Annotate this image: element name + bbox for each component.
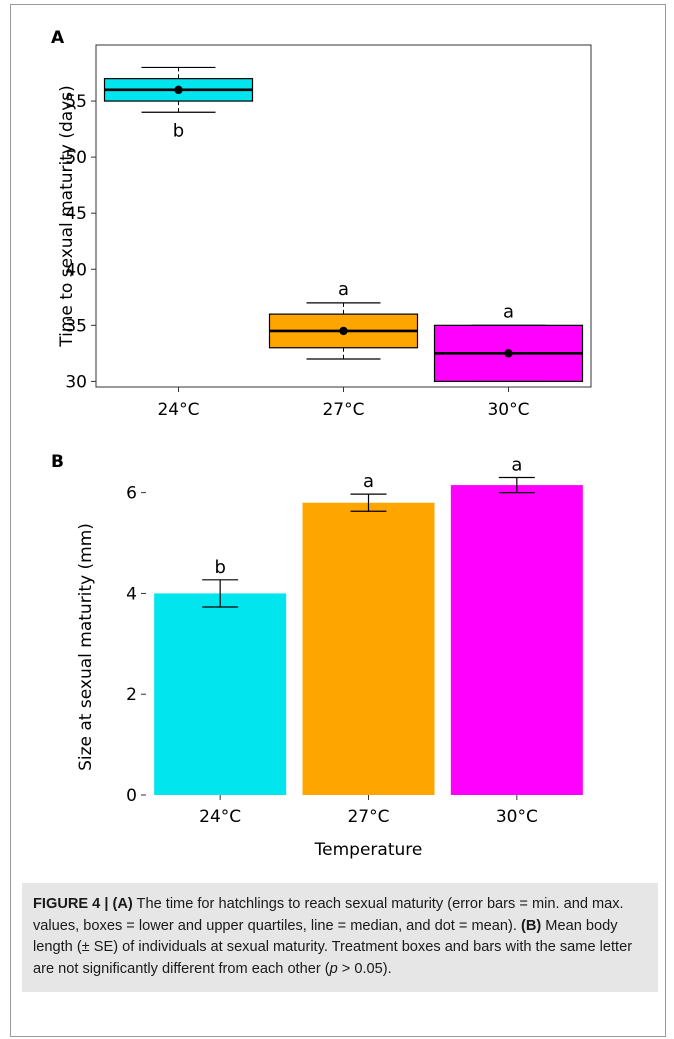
panel-a-y-tick-label: 50 [65,148,87,168]
panel-b-x-tick-label: 24°C [199,807,241,827]
panel-b-x-tick-label: 27°C [347,807,389,827]
caption-part-b-text-1: Mean body length (± SE) of individuals a… [33,917,633,977]
panel-a-letter: A [51,28,65,48]
panel-b-y-tick-label: 4 [126,584,137,604]
caption-part-a-text: The time for hatchlings to reach sexual … [33,896,624,934]
panel-a-significance-letter: b [173,120,184,141]
panel-b-y-tick-label: 2 [126,685,137,705]
panel-b-y-tick-label: 6 [126,484,137,504]
panel-a-mean-dot [504,349,513,358]
panel-b-y-axis-title: Size at sexual maturity (mm) [76,523,96,771]
caption-part-b-tag: (B) [520,917,542,934]
panel-a-y-tick-label: 55 [65,92,87,112]
caption-part-a-tag: (A) [112,896,133,912]
panel-a-mean-dot [174,85,183,95]
panel-b-x-tick-label: 30°C [496,807,538,827]
panel-a-y-tick-label: 30 [65,372,87,392]
panel-a-y-tick-label: 45 [65,204,87,224]
panel-a-y-tick-label: 35 [65,316,87,336]
panel-a-y-axis-title: Time to sexual maturity (days) [57,85,77,348]
panel-a-x-tick-label: 24°C [157,400,199,420]
panel-a-x-tick-label: 27°C [322,400,364,420]
panel-b-bar [450,485,583,795]
panel-b-significance-letter: a [363,471,374,492]
panel-b-x-axis-title: Temperature [314,840,423,860]
figure-caption: FIGURE 4 | (A) The time for hatchlings t… [22,883,658,992]
caption-part-b-text-2: > 0.05). [337,960,392,977]
panel-a-significance-letter: a [338,279,349,300]
panel-a-mean-dot [339,326,348,336]
panel-a-y-tick-label: 40 [65,260,87,280]
caption-p-symbol: p [329,960,338,977]
panel-b-letter: B [51,452,64,472]
panel-a-x-tick-label: 30°C [487,400,529,420]
figure-frame: A 30 35 40 45 50 55 Time to sexual maturity (da… [10,4,666,1037]
panel-b-bar [302,502,435,795]
panel-b-y-tick-label: 0 [126,786,137,806]
panel-b: B 0 2 4 6 Size at sexual maturity (mm) 24°C 27°… [51,452,583,860]
panel-b-bar [154,593,287,795]
panel-b-significance-letter: b [214,557,225,578]
panel-a-significance-letter: a [503,301,514,322]
caption-label: FIGURE 4 | [33,896,113,912]
panel-b-significance-letter: a [511,455,522,476]
